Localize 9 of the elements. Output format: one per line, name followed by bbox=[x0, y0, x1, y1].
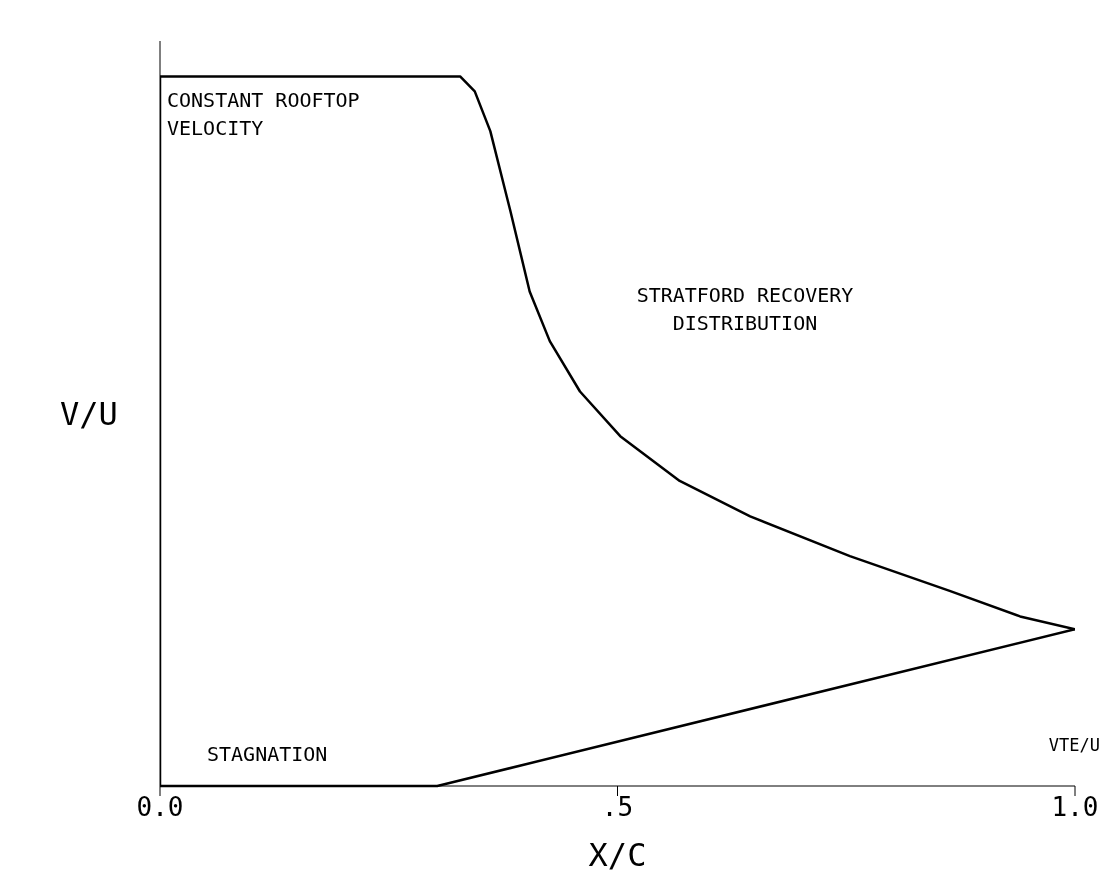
annotation: VTE/U bbox=[1048, 734, 1100, 757]
annotation: STAGNATION bbox=[207, 741, 328, 768]
annotation: CONSTANT ROOFTOP VELOCITY bbox=[167, 87, 360, 142]
x-tick-label: 1.0 bbox=[1051, 792, 1099, 823]
x-tick-label: 0.0 bbox=[136, 792, 184, 823]
y-axis-title: V/U bbox=[60, 394, 118, 433]
x-axis-title: X/C bbox=[588, 836, 647, 874]
annotation: STRATFORD RECOVERY DISTRIBUTION bbox=[636, 282, 854, 337]
x-tick-label: .5 bbox=[601, 792, 634, 823]
